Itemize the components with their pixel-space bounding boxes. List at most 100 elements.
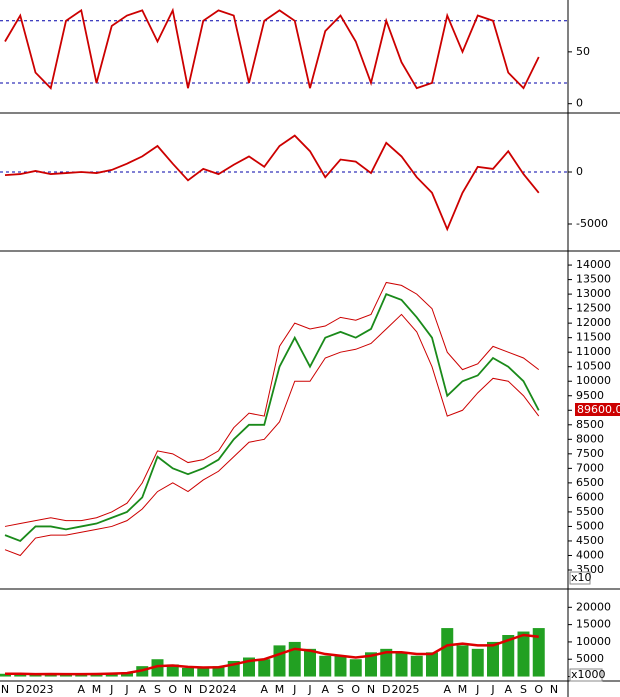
last-price-box [575,403,620,416]
x-tick-label: N [1,683,9,696]
x-tick-label: A [443,683,451,696]
y-tick-label: 10000 [576,635,611,648]
y-tick-label: 11000 [576,345,611,358]
axis-label: x10 [571,571,592,584]
x-tick-label: D [382,683,390,696]
x-tick-label: O [351,683,360,696]
volume-bar [365,652,377,677]
y-tick-label: 15000 [576,618,611,631]
volume-bar [349,659,362,677]
volume-bar [258,659,271,677]
x-tick-label: S [154,683,161,696]
x-tick-label: M [458,683,468,696]
x-tick-label: N [550,683,558,696]
x-tick-label: O [168,683,177,696]
x-tick-label: 2024 [209,683,237,696]
volume-bar [487,641,499,677]
volume-bar [334,655,347,677]
series-line [4,281,540,527]
y-tick-label: 8000 [576,432,604,445]
y-tick-label: 5000 [576,652,604,665]
x-tick-label: D [16,683,24,696]
axis-label-box [569,571,591,585]
series-line [4,292,540,542]
y-tick-label: 6000 [576,490,604,503]
series-line [4,134,540,232]
y-tick-label: 12500 [576,302,611,315]
x-tick-label: N [367,683,375,696]
y-tick-label: 0 [576,165,583,178]
volume-bar [471,648,484,677]
y-tick-label: 7000 [576,461,604,474]
x-tick-label: A [77,683,85,696]
series-line [4,313,540,557]
volume-bar [212,666,225,677]
x-tick-label: A [138,683,146,696]
y-tick-label: 50 [576,45,590,58]
x-tick-label: J [292,683,296,696]
volume-bar [426,652,438,677]
y-tick-label: 0 [576,97,583,110]
volume-bar [288,641,301,677]
volume-bar [105,673,118,677]
x-tick-label: A [260,683,268,696]
x-tick-label: M [92,683,102,696]
volume-bar [197,667,210,677]
y-tick-label: 20000 [576,600,611,613]
x-tick-label: 2025 [392,683,420,696]
y-tick-label: 5500 [576,505,604,518]
x-tick-label: N [184,683,192,696]
x-tick-label: J [124,683,128,696]
y-tick-label: 12000 [576,316,611,329]
axis-label: x1000 [571,668,606,681]
y-tick-label: 5000 [576,519,604,532]
volume-bar [456,645,469,677]
y-tick-label: 4000 [576,548,604,561]
y-tick-label: 14000 [576,258,611,271]
y-tick-label: -5000 [576,217,608,230]
y-tick-label: 10500 [576,360,611,373]
axis-label-box [569,668,603,682]
y-tick-label: 13000 [576,287,611,300]
series-line [4,7,540,90]
volume-bar [441,628,454,677]
volume-bar [410,655,423,677]
volume-bar [182,667,194,677]
y-tick-label: 9500 [576,389,604,402]
y-tick-label: 10000 [576,374,611,387]
x-tick-label: J [109,683,113,696]
x-tick-label: M [275,683,285,696]
volume-bar [151,659,164,677]
volume-bar [60,674,72,677]
x-tick-label: 2023 [26,683,54,696]
x-tick-label: A [321,683,329,696]
x-tick-label: D [199,683,207,696]
volume-bar [166,664,179,677]
y-tick-label: 11500 [576,331,611,344]
volume-bar [273,645,286,677]
volume-bar [502,635,515,677]
last-price: 89600.0 [577,403,620,416]
series-line [5,633,539,676]
volume-bar [395,652,408,677]
x-tick-label: O [534,683,543,696]
volume-bar [517,631,530,677]
x-tick-label: J [475,683,479,696]
volume-bar [380,648,393,677]
volume-bar [319,655,332,677]
y-tick-label: 6500 [576,476,604,489]
y-tick-label: 7500 [576,447,604,460]
y-tick-label: 13500 [576,273,611,286]
volume-bar [121,672,133,677]
x-tick-label: J [307,683,311,696]
y-tick-label: 8500 [576,418,604,431]
volume-bar [304,648,316,677]
volume-bar [14,674,27,677]
x-tick-label: J [490,683,494,696]
x-tick-label: S [520,683,527,696]
volume-bar [532,628,545,677]
x-tick-label: S [337,683,344,696]
volume-bar [0,673,11,677]
